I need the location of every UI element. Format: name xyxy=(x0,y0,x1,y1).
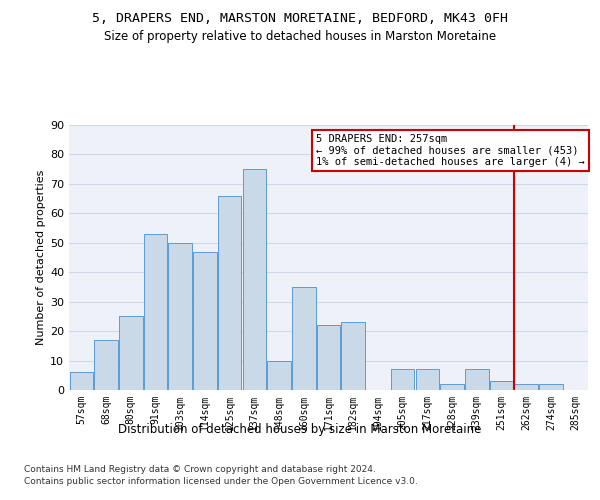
Text: Distribution of detached houses by size in Marston Moretaine: Distribution of detached houses by size … xyxy=(118,422,482,436)
Bar xyxy=(119,316,143,390)
Bar xyxy=(70,372,93,390)
Text: Size of property relative to detached houses in Marston Moretaine: Size of property relative to detached ho… xyxy=(104,30,496,43)
Bar xyxy=(144,234,167,390)
Bar xyxy=(268,360,291,390)
Bar xyxy=(440,384,464,390)
Bar xyxy=(465,370,488,390)
Bar xyxy=(514,384,538,390)
Bar xyxy=(242,169,266,390)
Bar xyxy=(292,287,316,390)
Bar xyxy=(169,243,192,390)
Text: Contains public sector information licensed under the Open Government Licence v3: Contains public sector information licen… xyxy=(24,478,418,486)
Text: 5, DRAPERS END, MARSTON MORETAINE, BEDFORD, MK43 0FH: 5, DRAPERS END, MARSTON MORETAINE, BEDFO… xyxy=(92,12,508,26)
Bar xyxy=(193,252,217,390)
Bar xyxy=(391,370,415,390)
Text: 5 DRAPERS END: 257sqm
← 99% of detached houses are smaller (453)
1% of semi-deta: 5 DRAPERS END: 257sqm ← 99% of detached … xyxy=(316,134,585,167)
Bar xyxy=(341,322,365,390)
Bar xyxy=(490,381,513,390)
Bar xyxy=(94,340,118,390)
Bar xyxy=(416,370,439,390)
Bar xyxy=(317,325,340,390)
Text: Contains HM Land Registry data © Crown copyright and database right 2024.: Contains HM Land Registry data © Crown c… xyxy=(24,465,376,474)
Bar xyxy=(539,384,563,390)
Y-axis label: Number of detached properties: Number of detached properties xyxy=(36,170,46,345)
Bar xyxy=(218,196,241,390)
